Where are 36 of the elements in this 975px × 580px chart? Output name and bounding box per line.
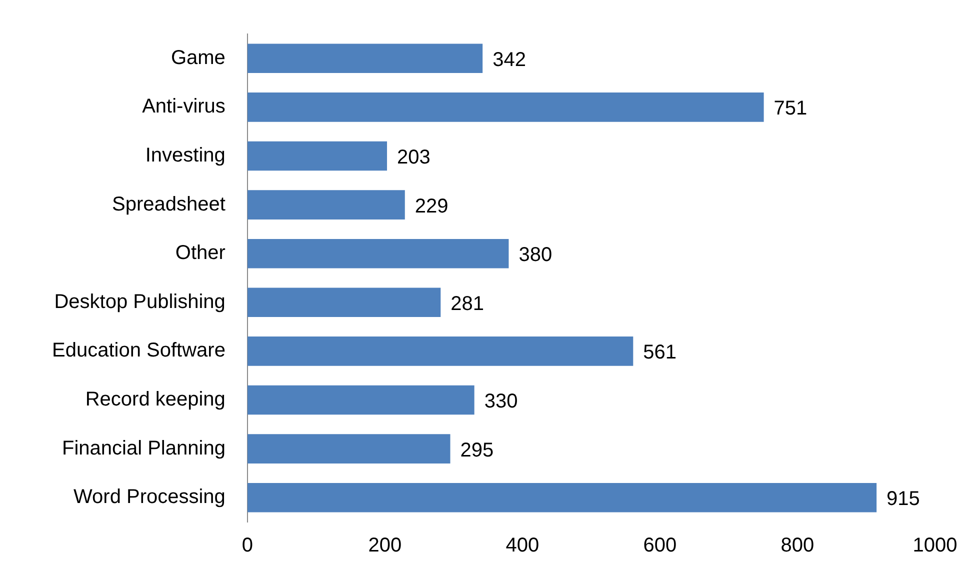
y-tick-label: Word Processing: [74, 486, 226, 508]
x-tick-label: 800: [780, 534, 814, 557]
data-label: 751: [774, 98, 808, 120]
bar: [247, 434, 450, 464]
y-tick-label: Game: [170, 46, 226, 69]
bar: [247, 482, 877, 512]
y-tick-label: Spreadsheet: [112, 193, 226, 216]
data-label: 342: [492, 48, 526, 71]
x-tick-label: 1000: [912, 534, 958, 557]
bar: [247, 336, 634, 366]
data-label: 203: [397, 146, 430, 169]
data-label: 295: [460, 439, 494, 462]
y-tick-label: Education Software: [52, 340, 226, 362]
data-label: 915: [886, 488, 920, 510]
data-label: 380: [518, 244, 552, 266]
x-tick-label: 600: [643, 534, 677, 557]
y-tick-label: Desktop Publishing: [54, 290, 226, 313]
x-tick-label: 0: [242, 534, 253, 557]
x-tick-label: 200: [368, 534, 402, 557]
data-label: 330: [484, 390, 518, 413]
data-label: 229: [414, 195, 448, 218]
bar: [247, 288, 441, 318]
bar: [247, 92, 764, 122]
y-tick-label: Other: [175, 242, 226, 264]
y-tick-label: Record keeping: [85, 388, 226, 411]
y-tick-label: Financial Planning: [62, 437, 226, 460]
bar: [247, 238, 509, 268]
x-tick-label: 400: [506, 534, 540, 557]
y-tick-label: Anti-virus: [142, 96, 226, 118]
bar: [247, 385, 474, 415]
bar: [247, 190, 405, 220]
data-label: 561: [643, 342, 677, 364]
data-label: 281: [450, 292, 484, 315]
bar: [247, 141, 388, 171]
bar: [247, 44, 483, 74]
y-tick-label: Investing: [145, 144, 226, 167]
